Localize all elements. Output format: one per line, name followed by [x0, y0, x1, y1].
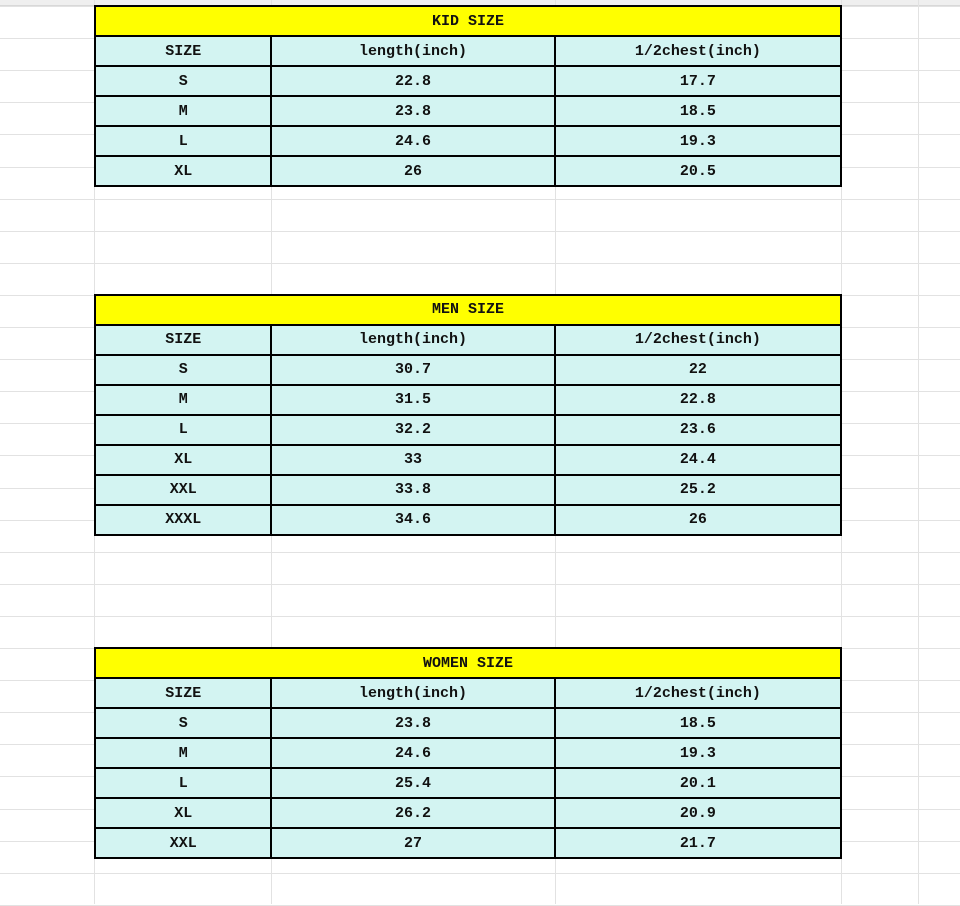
table-cell[interactable]: 17.7	[553, 65, 843, 97]
table-cell[interactable]: S	[93, 65, 273, 97]
table-row: M 23.8 18.5	[93, 95, 843, 127]
grid-row-line	[0, 872, 960, 874]
table-cell[interactable]: 24.6	[270, 737, 556, 769]
table-cell[interactable]: 26.2	[270, 797, 556, 829]
table-cell[interactable]: 30.7	[270, 353, 556, 386]
table-row: S 30.7 22	[93, 353, 843, 386]
grid-row-line	[0, 198, 960, 200]
table-cell[interactable]: XXL	[93, 473, 273, 506]
table-row: L 32.2 23.6	[93, 413, 843, 446]
table-cell[interactable]: 18.5	[553, 95, 843, 127]
table-title[interactable]: WOMEN SIZE	[94, 647, 842, 679]
table-row: L 24.6 19.3	[93, 125, 843, 157]
table-cell[interactable]: S	[93, 353, 273, 386]
table-row: XXL 27 21.7	[93, 827, 843, 859]
grid-column-line	[841, 0, 842, 904]
table-cell[interactable]: 33	[270, 443, 556, 476]
grid-row-line	[0, 230, 960, 232]
table-cell[interactable]: 19.3	[553, 737, 843, 769]
table-title[interactable]: KID SIZE	[94, 5, 842, 37]
table-title[interactable]: MEN SIZE	[94, 293, 842, 326]
table-row: XL 26.2 20.9	[93, 797, 843, 829]
grid-row-line	[0, 583, 960, 585]
table-row: XL 26 20.5	[93, 155, 843, 187]
table-cell[interactable]: XL	[93, 155, 273, 187]
table-cell[interactable]: 24.4	[553, 443, 843, 476]
table-cell[interactable]: 34.6	[270, 503, 556, 536]
table-cell[interactable]: 22.8	[553, 383, 843, 416]
column-header[interactable]: 1/2chest(inch)	[553, 35, 843, 67]
table-cell[interactable]: 19.3	[553, 125, 843, 157]
table-cell[interactable]: M	[93, 95, 273, 127]
table-cell[interactable]: M	[93, 383, 273, 416]
table-cell[interactable]: 26	[553, 503, 843, 536]
table-row: XXXL 34.6 26	[93, 503, 843, 536]
table-cell[interactable]: 20.9	[553, 797, 843, 829]
column-header[interactable]: length(inch)	[270, 677, 556, 709]
column-header[interactable]: 1/2chest(inch)	[553, 323, 843, 356]
table-cell[interactable]: XXL	[93, 827, 273, 859]
size-table-2: WOMEN SIZE SIZE length(inch) 1/2chest(inch)…	[93, 647, 843, 859]
table-cell[interactable]: 23.6	[553, 413, 843, 446]
table-cell[interactable]: L	[93, 767, 273, 799]
table-row: M 31.5 22.8	[93, 383, 843, 416]
column-header[interactable]: SIZE	[93, 323, 273, 356]
size-table-0: KID SIZE SIZE length(inch) 1/2chest(inch) S 2…	[93, 5, 843, 187]
table-cell[interactable]: 18.5	[553, 707, 843, 739]
table-cell[interactable]: 25.4	[270, 767, 556, 799]
table-cell[interactable]: 21.7	[553, 827, 843, 859]
column-header[interactable]: SIZE	[93, 677, 273, 709]
table-cell[interactable]: 31.5	[270, 383, 556, 416]
table-cell[interactable]: M	[93, 737, 273, 769]
grid-row-line	[0, 262, 960, 264]
column-header[interactable]: 1/2chest(inch)	[553, 677, 843, 709]
table-cell[interactable]: 27	[270, 827, 556, 859]
table-cell[interactable]: 20.1	[553, 767, 843, 799]
grid-row-line	[0, 551, 960, 553]
table-cell[interactable]: 22.8	[270, 65, 556, 97]
table-cell[interactable]: 32.2	[270, 413, 556, 446]
table-cell[interactable]: XL	[93, 443, 273, 476]
table-cell[interactable]: 23.8	[270, 95, 556, 127]
grid-column-line	[918, 0, 919, 904]
table-cell[interactable]: 33.8	[270, 473, 556, 506]
column-header[interactable]: length(inch)	[270, 323, 556, 356]
table-cell[interactable]: L	[93, 413, 273, 446]
table-cell[interactable]: XL	[93, 797, 273, 829]
table-row: XL 33 24.4	[93, 443, 843, 476]
table-cell[interactable]: XXXL	[93, 503, 273, 536]
table-row: S 22.8 17.7	[93, 65, 843, 97]
table-cell[interactable]: 26	[270, 155, 556, 187]
table-cell[interactable]: S	[93, 707, 273, 739]
table-cell[interactable]: 20.5	[553, 155, 843, 187]
table-row: M 24.6 19.3	[93, 737, 843, 769]
table-row: XXL 33.8 25.2	[93, 473, 843, 506]
column-header[interactable]: SIZE	[93, 35, 273, 67]
column-header[interactable]: length(inch)	[270, 35, 556, 67]
table-row: L 25.4 20.1	[93, 767, 843, 799]
size-table-1: MEN SIZE SIZE length(inch) 1/2chest(inch) S 3…	[93, 293, 843, 536]
table-cell[interactable]: L	[93, 125, 273, 157]
table-cell[interactable]: 22	[553, 353, 843, 386]
table-cell[interactable]: 24.6	[270, 125, 556, 157]
table-row: S 23.8 18.5	[93, 707, 843, 739]
grid-row-line	[0, 615, 960, 617]
table-cell[interactable]: 25.2	[553, 473, 843, 506]
table-cell[interactable]: 23.8	[270, 707, 556, 739]
